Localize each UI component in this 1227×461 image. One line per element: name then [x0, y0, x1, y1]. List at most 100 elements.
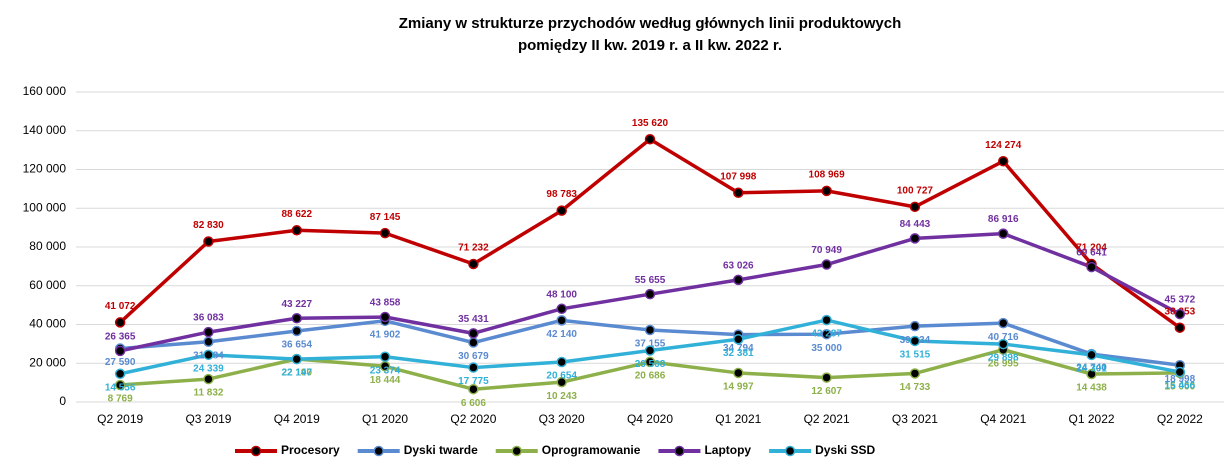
- data-label: 26 365: [105, 332, 136, 343]
- data-label: 84 443: [900, 219, 931, 230]
- marker: [909, 201, 921, 213]
- marker: [997, 338, 1009, 350]
- data-label: 107 998: [720, 171, 757, 182]
- x-tick-label: Q4 2020: [627, 412, 673, 426]
- data-label: 108 969: [809, 170, 846, 181]
- x-tick-label: Q1 2021: [715, 412, 761, 426]
- data-label: 15 000: [1165, 382, 1196, 393]
- marker: [909, 233, 921, 244]
- data-label: 69 641: [1076, 248, 1107, 259]
- marker: [1086, 349, 1097, 361]
- marker: [114, 368, 126, 380]
- marker: [1086, 261, 1097, 273]
- data-label: 24 301: [1076, 364, 1107, 375]
- x-tick-label: Q2 2019: [97, 412, 143, 426]
- x-tick-label: Q1 2020: [362, 412, 408, 426]
- marker: [379, 227, 391, 239]
- marker: [468, 258, 479, 270]
- data-label: 71 204: [1076, 243, 1107, 254]
- marker: [644, 356, 656, 368]
- data-label: 37 155: [635, 339, 666, 350]
- marker: [644, 324, 656, 336]
- data-label: 35 431: [458, 314, 489, 325]
- data-label: 18 444: [370, 375, 401, 386]
- x-tick-label: Q4 2019: [274, 412, 320, 426]
- data-label: 17 775: [458, 376, 489, 387]
- legend-label: Laptopy: [704, 443, 751, 457]
- marker: [556, 376, 567, 388]
- data-label: 48 100: [546, 289, 577, 300]
- marker: [997, 317, 1009, 329]
- marker: [644, 345, 656, 356]
- legend-marker: [784, 445, 796, 457]
- marker: [556, 356, 567, 368]
- series-line: [118, 137, 1181, 330]
- marker: [468, 383, 479, 395]
- marker: [644, 133, 656, 145]
- marker: [291, 325, 303, 337]
- x-tick-label: Q2 2020: [450, 412, 496, 426]
- marker: [644, 288, 656, 300]
- data-label: 6 606: [461, 398, 486, 409]
- data-label: 14 556: [105, 382, 136, 393]
- data-label: 100 727: [897, 185, 934, 196]
- data-label: 15 466: [1165, 381, 1196, 392]
- y-tick-label: 20 000: [29, 355, 66, 369]
- marker: [203, 373, 214, 385]
- marker: [821, 314, 832, 326]
- data-label: 124 274: [985, 140, 1022, 151]
- marker: [379, 311, 391, 323]
- data-label: 22 190: [281, 368, 312, 379]
- x-tick-label: Q2 2021: [804, 412, 850, 426]
- data-label: 35 000: [811, 343, 842, 354]
- data-label: 86 916: [988, 214, 1019, 225]
- marker: [733, 367, 744, 379]
- legend-marker: [373, 445, 384, 457]
- data-label: 45 372: [1165, 295, 1196, 306]
- marker: [556, 315, 567, 326]
- data-label: 30 679: [458, 351, 489, 362]
- data-label: 34 794: [723, 343, 754, 354]
- marker: [909, 335, 921, 347]
- marker: [468, 362, 479, 373]
- data-label: 135 620: [632, 118, 669, 129]
- marker: [821, 328, 832, 340]
- legend-label: Oprogramowanie: [542, 443, 641, 457]
- data-label: 87 145: [370, 212, 401, 223]
- marker: [556, 205, 567, 216]
- data-label: 98 783: [546, 189, 577, 200]
- y-tick-label: 40 000: [29, 317, 66, 331]
- data-label: 88 622: [281, 209, 312, 220]
- y-tick-label: 80 000: [29, 239, 66, 253]
- data-label: 43 858: [370, 298, 401, 309]
- data-label: 22 147: [281, 368, 312, 379]
- y-tick-label: 140 000: [23, 123, 67, 137]
- data-label: 42 287: [811, 329, 842, 340]
- marker: [1174, 366, 1186, 378]
- marker: [114, 379, 126, 391]
- y-tick-label: 120 000: [23, 162, 67, 176]
- marker: [733, 334, 744, 345]
- legend-marker: [674, 445, 685, 457]
- y-tick-label: 0: [59, 394, 66, 408]
- marker: [909, 320, 921, 332]
- data-label: 43 227: [281, 299, 312, 310]
- data-label: 32 381: [723, 348, 754, 359]
- legend-marker: [511, 445, 522, 457]
- y-tick-label: 60 000: [29, 278, 66, 292]
- x-tick-label: Q3 2020: [539, 412, 585, 426]
- data-label: 12 607: [811, 386, 842, 397]
- data-label: 42 140: [546, 329, 577, 340]
- marker: [821, 259, 832, 270]
- data-label: 36 083: [193, 313, 224, 324]
- data-label: 63 026: [723, 261, 754, 272]
- data-label: 24 740: [1076, 363, 1107, 374]
- x-tick-label: Q4 2021: [980, 412, 1026, 426]
- data-label: 71 232: [458, 243, 489, 254]
- x-tick-label: Q3 2019: [185, 412, 231, 426]
- marker: [997, 155, 1009, 167]
- legend-marker: [250, 445, 262, 457]
- marker: [821, 185, 832, 197]
- marker: [291, 312, 303, 324]
- data-label: 41 902: [370, 329, 401, 340]
